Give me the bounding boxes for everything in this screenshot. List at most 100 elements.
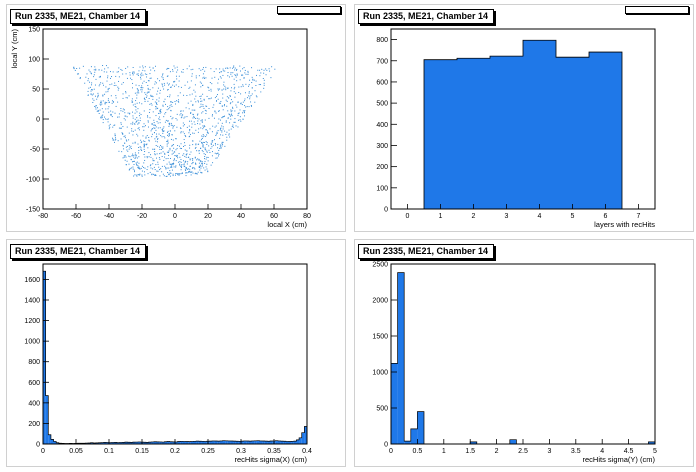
scatter-point: [201, 100, 203, 102]
scatter-point: [157, 137, 159, 139]
scatter-point: [154, 83, 156, 85]
scatter-point: [173, 162, 175, 164]
scatter-point: [141, 149, 143, 151]
scatter-point: [121, 132, 123, 134]
scatter-point: [162, 146, 164, 148]
scatter-point: [180, 117, 182, 119]
scatter-point: [166, 82, 168, 84]
scatter-point: [169, 71, 171, 73]
scatter-point: [102, 65, 104, 67]
scatter-point: [157, 87, 159, 89]
scatter-point: [197, 143, 199, 145]
scatter-point: [207, 86, 209, 88]
scatter-point: [127, 66, 129, 68]
scatter-point: [150, 102, 152, 104]
scatter-point: [242, 74, 244, 76]
scatter-point: [177, 95, 179, 97]
scatter-point: [161, 76, 163, 78]
scatter-point: [90, 66, 92, 68]
scatter-point: [192, 167, 194, 169]
scatter-point: [233, 121, 235, 123]
scatter-point: [122, 93, 124, 95]
scatter-point: [196, 114, 198, 116]
scatter-point: [134, 142, 136, 144]
scatter-point: [151, 123, 153, 125]
histogram-bar: [98, 442, 102, 444]
scatter-point: [136, 157, 138, 159]
scatter-point: [186, 150, 188, 152]
scatter-point: [199, 95, 201, 97]
scatter-point: [195, 95, 197, 97]
scatter-point: [160, 152, 162, 154]
scatter-point: [200, 161, 202, 163]
x-tick-label: 3: [547, 448, 551, 455]
scatter-point: [149, 165, 151, 167]
scatter-point: [95, 69, 97, 71]
scatter-point: [137, 128, 139, 130]
scatter-point: [109, 123, 111, 125]
scatter-point: [234, 121, 236, 123]
scatter-point: [158, 116, 160, 118]
scatter-point: [96, 98, 98, 100]
scatter-point: [190, 111, 192, 113]
scatter-point: [189, 169, 191, 171]
scatter-point: [176, 100, 178, 102]
scatter-point: [210, 68, 212, 70]
scatter-point: [118, 76, 120, 78]
scatter-point: [169, 86, 171, 88]
scatter-point: [149, 73, 151, 75]
scatter-point: [179, 92, 181, 94]
scatter-point: [128, 139, 130, 141]
scatter-point: [146, 157, 148, 159]
scatter-point: [217, 88, 219, 90]
scatter-point: [154, 174, 156, 176]
scatter-point: [207, 160, 209, 162]
scatter-point: [237, 113, 239, 115]
scatter-point: [205, 113, 207, 115]
plot-frame: [390, 28, 656, 210]
scatter-point: [130, 148, 132, 150]
scatter-point: [246, 97, 248, 99]
scatter-point: [182, 160, 184, 162]
scatter-point: [100, 117, 102, 119]
scatter-point: [126, 116, 128, 118]
scatter-point: [243, 111, 245, 113]
scatter-point: [220, 77, 222, 79]
scatter-point: [134, 141, 136, 143]
scatter-point: [206, 95, 208, 97]
scatter-point: [122, 157, 124, 159]
scatter-point: [156, 93, 158, 95]
scatter-point: [107, 77, 109, 79]
scatter-point: [171, 166, 173, 168]
scatter-point: [172, 84, 174, 86]
scatter-point: [94, 66, 96, 68]
scatter-point: [102, 95, 104, 97]
scatter-point: [98, 69, 100, 71]
scatter-point: [111, 76, 113, 78]
scatter-point: [211, 77, 213, 79]
scatter-point: [143, 126, 145, 128]
scatter-point: [133, 123, 135, 125]
scatter-point: [206, 168, 208, 170]
scatter-point: [204, 156, 206, 158]
scatter-point: [174, 67, 176, 69]
scatter-point: [221, 130, 223, 132]
scatter-point: [151, 136, 153, 138]
scatter-point: [198, 101, 200, 103]
scatter-point: [132, 101, 134, 103]
scatter-point: [247, 70, 249, 72]
scatter-point: [138, 156, 140, 158]
scatter-point: [87, 78, 89, 80]
scatter-point: [109, 71, 111, 73]
scatter-point: [193, 132, 195, 134]
scatter-point: [220, 71, 222, 73]
histogram-bar: [164, 441, 168, 444]
y-tick-label: 2000: [372, 298, 388, 305]
scatter-point: [220, 128, 222, 130]
scatter-point: [104, 93, 106, 95]
y-tick-label: 1600: [24, 277, 40, 284]
scatter-point: [136, 111, 138, 113]
scatter-point: [133, 169, 135, 171]
scatter-point: [132, 66, 134, 68]
histogram-bar: [145, 442, 149, 444]
